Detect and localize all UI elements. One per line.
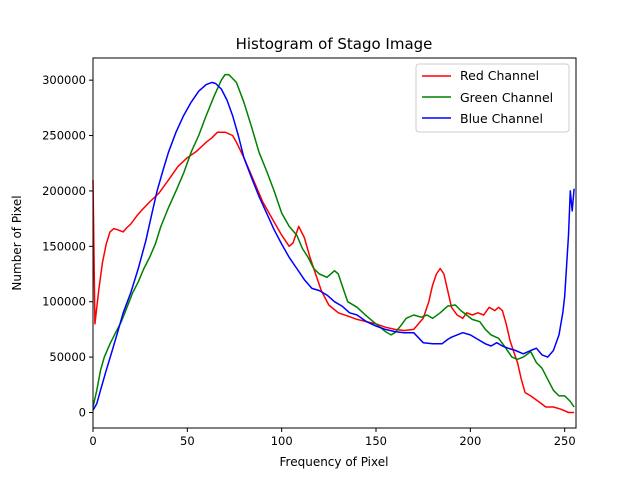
legend-label-green: Green Channel [460, 90, 553, 105]
y-tick-label: 200000 [42, 184, 86, 198]
y-tick-label: 300000 [42, 73, 86, 87]
plot-frame [92, 57, 577, 429]
legend: Red Channel Green Channel Blue Channel [415, 63, 570, 133]
series-line-blue-channel [92, 81, 575, 411]
legend-box [415, 63, 570, 133]
x-tick-label: 200 [459, 434, 481, 448]
y-tick-label: 0 [79, 405, 86, 419]
x-tick-label: 150 [365, 434, 387, 448]
y-tick-label: 150000 [42, 239, 86, 253]
y-tick-label: 50000 [49, 350, 86, 364]
x-tick-label: 50 [180, 434, 195, 448]
legend-label-blue: Blue Channel [460, 111, 543, 126]
series-lines [92, 73, 575, 414]
x-axis-ticks: 0 50 100 150 200 250 [89, 428, 576, 448]
x-tick-label: 0 [89, 434, 96, 448]
y-tick-label: 100000 [42, 295, 86, 309]
series-line-red-channel [92, 131, 575, 414]
x-tick-label: 100 [271, 434, 293, 448]
y-axis-ticks: 0 50000 100000 150000 200000 250000 300000 [42, 73, 93, 419]
y-axis-label: Number of Pixel [10, 195, 24, 290]
chart-title: Histogram of Stago Image [236, 35, 433, 53]
y-tick-label: 250000 [42, 129, 86, 143]
legend-label-red: Red Channel [460, 68, 539, 83]
x-axis-label: Frequency of Pixel [280, 455, 389, 469]
x-tick-label: 250 [554, 434, 576, 448]
